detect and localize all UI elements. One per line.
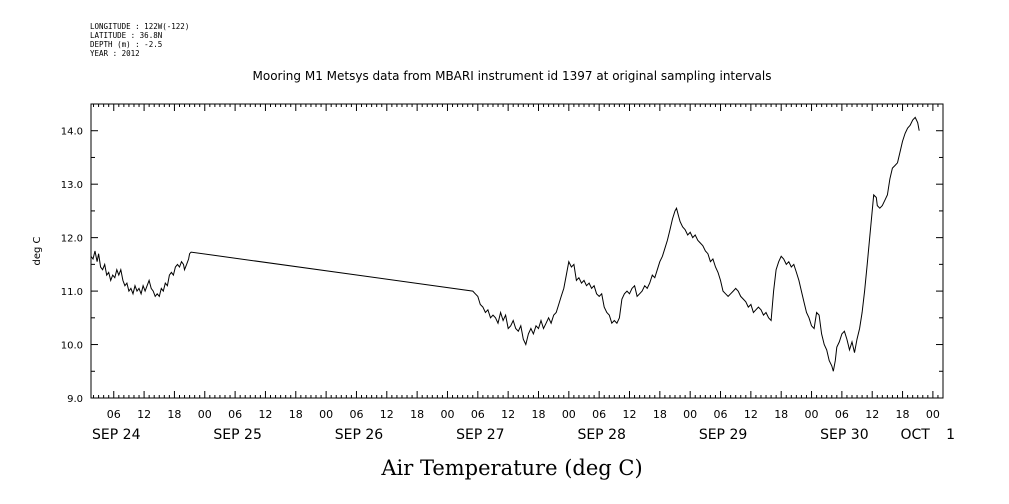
x-tick-label: 00 bbox=[319, 408, 333, 421]
y-tick-label: 14.0 bbox=[61, 127, 83, 138]
latitude-label: LATITUDE : 36.8N bbox=[90, 31, 163, 40]
longitude-label: LONGITUDE : 122W(-122) bbox=[90, 22, 190, 31]
year-label: YEAR : 2012 bbox=[90, 49, 140, 58]
y-axis: 9.0 10.0 11.0 12.0 13.0 14.0 bbox=[61, 103, 943, 405]
x-tick-label: 18 bbox=[410, 408, 424, 421]
x-tick-label: 18 bbox=[531, 408, 545, 421]
x-tick-label: 00 bbox=[562, 408, 576, 421]
x-day-label: 1 bbox=[946, 427, 955, 443]
y-tick-label: 10.0 bbox=[61, 341, 83, 352]
x-tick-label: 18 bbox=[289, 408, 303, 421]
plot-frame bbox=[90, 103, 944, 399]
header-metadata: LONGITUDE : 122W(-122) LATITUDE : 36.8N … bbox=[90, 22, 189, 58]
x-day-label: SEP 24 bbox=[92, 427, 141, 443]
x-day-label: SEP 28 bbox=[577, 427, 625, 443]
x-tick-label: 00 bbox=[805, 408, 819, 421]
x-tick-label: 12 bbox=[623, 408, 637, 421]
x-tick-label: 18 bbox=[896, 408, 910, 421]
x-tick-label: 18 bbox=[774, 408, 788, 421]
series-line bbox=[90, 116, 920, 372]
x-day-label: SEP 27 bbox=[456, 427, 504, 443]
x-tick-label: 12 bbox=[380, 408, 394, 421]
y-tick-label: 9.0 bbox=[67, 394, 83, 405]
x-tick-label: 12 bbox=[744, 408, 758, 421]
x-tick-label: 00 bbox=[926, 408, 940, 421]
chart-title: Mooring M1 Metsys data from MBARI instru… bbox=[253, 69, 772, 83]
x-tick-label: 06 bbox=[349, 408, 363, 421]
x-tick-label: 00 bbox=[440, 408, 454, 421]
y-tick-label: 11.0 bbox=[61, 287, 83, 298]
x-tick-label: 06 bbox=[592, 408, 606, 421]
x-tick-label: 06 bbox=[714, 408, 728, 421]
x-day-label: SEP 29 bbox=[699, 427, 747, 443]
x-tick-label: 00 bbox=[198, 408, 212, 421]
depth-label: DEPTH (m) : -2.5 bbox=[90, 40, 163, 49]
x-day-label: SEP 26 bbox=[335, 427, 384, 443]
x-axis-label: Air Temperature (deg C) bbox=[380, 456, 642, 480]
x-tick-label: 12 bbox=[258, 408, 272, 421]
x-tick-label: 06 bbox=[471, 408, 485, 421]
y-tick-label: 13.0 bbox=[61, 180, 83, 191]
x-axis: 06 12 18 00 06 12 18 00 06 12 18 00 06 12 18 00 06 12 18 00… bbox=[93, 104, 944, 421]
x-tick-label: 12 bbox=[865, 408, 879, 421]
x-tick-label: 06 bbox=[835, 408, 849, 421]
y-axis-label: deg C bbox=[32, 236, 43, 265]
y-tick-label: 12.0 bbox=[61, 234, 83, 245]
x-tick-label: 06 bbox=[228, 408, 242, 421]
x-tick-label: 18 bbox=[167, 408, 181, 421]
x-day-label: SEP 30 bbox=[820, 427, 868, 443]
x-axis-day-labels: SEP 24 SEP 25 SEP 26 SEP 27 SEP 28 SEP 29 SEP … bbox=[92, 427, 955, 443]
x-tick-label: 00 bbox=[683, 408, 697, 421]
x-tick-label: 12 bbox=[137, 408, 151, 421]
x-tick-label: 12 bbox=[501, 408, 515, 421]
x-day-label: OCT bbox=[901, 427, 931, 443]
x-tick-label: 18 bbox=[653, 408, 667, 421]
x-day-label: SEP 25 bbox=[213, 427, 261, 443]
x-tick-label: 06 bbox=[107, 408, 121, 421]
